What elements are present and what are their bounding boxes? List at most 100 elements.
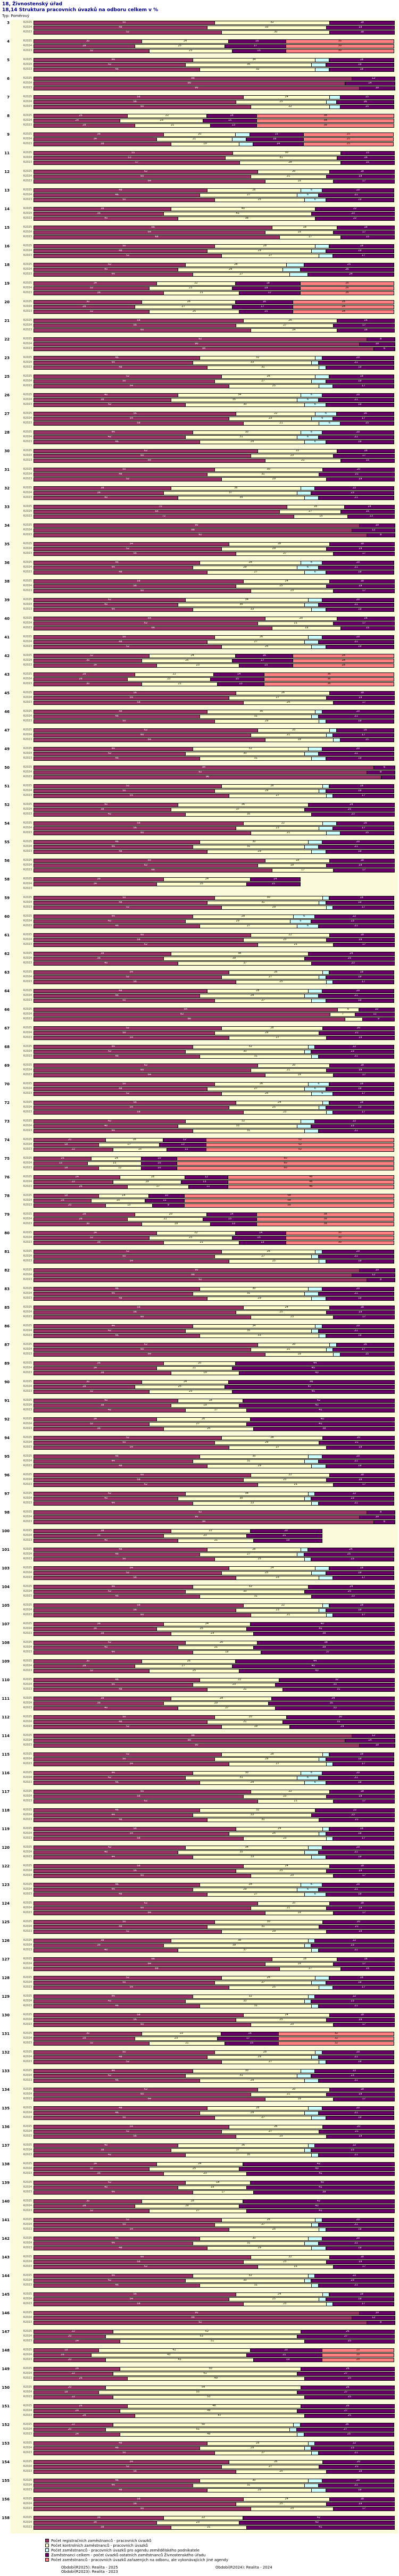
stacked-bar: 64 21 15 <box>34 458 396 463</box>
bar-segment-registered: 44 <box>34 1650 193 1655</box>
stacked-bar: 56 23 17 <box>34 1575 396 1580</box>
bar-value-label: 46 <box>115 1334 119 1337</box>
chart-group: 83 R2025 46 30 20 R2024 44 31 21 R2023 48 29 19 <box>1 1286 398 1305</box>
bar-value-label: 34 <box>252 58 256 62</box>
bar-segment-registered: 44 <box>34 1459 193 1464</box>
bar-value-label: 25 <box>346 142 351 146</box>
stacked-bar: 44 32 20 <box>34 746 396 751</box>
bar-row: R2025 44 34 18 <box>11 57 396 62</box>
bar-value-label: 29 <box>250 440 254 444</box>
bar-segment-registered: 54 <box>34 2297 229 2301</box>
bar-value-label: 38 <box>323 114 327 118</box>
chart-group: 122 R2025 58 24 18 R2024 56 25 19 R2023 60 23 17 <box>1 1863 398 1882</box>
chart-group: 8 R2025 26 22 14 38 R2024 24 23 15 38 R2023 28 21 13 38 <box>1 113 398 132</box>
stacked-bar: 36 39 23 <box>34 1943 396 1948</box>
bar-value-label: 19 <box>358 901 362 904</box>
bar-value-label: 19 <box>359 2134 362 2138</box>
bar-segment-total-other: 19 <box>326 2092 395 2097</box>
bar-value-label: 21 <box>354 1254 358 1258</box>
bar-segment-registered: 28 <box>34 2036 135 2041</box>
bar-value-label: 50 <box>122 719 126 723</box>
bar-value-label: 26 <box>79 1217 82 1221</box>
chart-group-body: R2025 55 30 15 R2024 53 31 16 R2023 57 28 15 <box>11 150 398 169</box>
bar-value-label: 13 <box>261 1241 264 1244</box>
bar-segment-control: 33 <box>185 402 305 407</box>
bar-value-label: 58 <box>287 1194 291 1198</box>
period-label: R2024 <box>23 491 32 495</box>
bar-segment-registered: 58 <box>34 2301 244 2306</box>
chart-group: 72 R2025 56 24 18 R2024 54 25 19 R2023 58 23 17 <box>1 1100 398 1119</box>
period-label: R2025 <box>23 1566 32 1570</box>
bar-segment-control: 33 <box>185 1999 305 2004</box>
stacked-bar: 90 10 <box>34 1743 396 1748</box>
stacked-bar: 40 29 26 <box>34 267 396 272</box>
bar-segment-total-other: 23 <box>311 2148 394 2153</box>
bar-segment-control: 21 <box>156 137 232 142</box>
bar-value-label: 23 <box>276 1576 279 1580</box>
bar-segment-registered: 60 <box>34 1473 251 1477</box>
bar-segment-control: 24 <box>236 1826 323 1831</box>
bar-segment-registered: 38 <box>34 206 171 211</box>
bar-value-label: 22 <box>288 1790 292 1793</box>
stacked-bar: 42 35 21 <box>34 2153 396 2157</box>
bar-segment-control: 31 <box>200 756 312 761</box>
bar-row: R2023 62 21 17 <box>11 942 396 947</box>
bar-row: R2023 62 21 17 <box>11 1482 396 1487</box>
bar-row: R2024 18 17 13 52 <box>11 1142 396 1147</box>
stacked-bar: 56 25 19 <box>34 1868 396 1873</box>
bar-segment-total-other: 23 <box>311 491 394 495</box>
bar-value-label: 21 <box>214 1539 218 1542</box>
bar-row: R2024 58 23 19 <box>11 937 396 942</box>
bar-value-label: 26 <box>345 268 349 271</box>
bar-segment-agriculture <box>297 1552 304 1557</box>
bar-segment-total-other: 15 <box>339 830 394 835</box>
stacked-bar: 48 26 24 <box>34 1547 396 1552</box>
bar-value-label: 44 <box>111 1855 115 1859</box>
bar-segment-total-other: 18 <box>329 374 394 379</box>
bar-value-label: 30 <box>267 468 270 471</box>
bar-segment-control: 36 <box>178 2143 309 2148</box>
bar-segment-total-other: 21 <box>318 2464 395 2469</box>
bar-segment-registered: 56 <box>34 2502 237 2506</box>
bar-segment-agriculture <box>315 709 322 714</box>
stacked-bar: 26 48 26 <box>34 2404 396 2408</box>
group-id-label: 118 <box>2 1808 10 1813</box>
bar-segment-registered: 26 <box>34 113 128 118</box>
bar-value-label: 44 <box>111 1292 115 1295</box>
bar-segment-total-other: 21 <box>246 1533 322 1538</box>
bar-segment-control: 33 <box>192 1813 312 1817</box>
period-label: R2023 <box>23 533 32 537</box>
chart-group-body: R2025 32 24 16 28 R2024 30 25 17 28 R2023 34 23 15 28 <box>11 653 398 672</box>
bar-segment-control: 30 <box>192 2068 301 2073</box>
bar-row: R2024 44 31 21 <box>11 2241 396 2246</box>
bar-value-label: 41 <box>319 2525 322 2529</box>
period-label: R2025 <box>23 1194 32 1198</box>
bar-value-label: 42 <box>107 2279 112 2282</box>
bar-row: R2024 38 35 6 21 <box>11 397 396 402</box>
bar-value-label: 17 <box>362 1911 366 1915</box>
chart-group-body: R2025 50 20 30 R2024 48 21 31 R2023 52 19 29 <box>11 1714 398 1733</box>
bar-segment-registered: 38 <box>34 1631 171 1636</box>
bar-value-label: 16 <box>132 1138 136 1142</box>
stacked-bar: 54 26 18 <box>34 970 396 975</box>
bar-segment-control: 31 <box>206 1924 319 1929</box>
bar-segment-registered: 44 <box>34 2273 193 2278</box>
bar-segment-registered: 62 <box>34 942 259 947</box>
bar-segment-agriculture <box>311 998 326 1003</box>
bar-value-label: 50 <box>122 2116 126 2120</box>
period-label: R2024 <box>23 770 32 774</box>
stacked-bar: 56 27 17 <box>34 551 396 556</box>
chart-group-body: R2025 62 20 18 R2024 60 21 19 R2023 64 19 17 <box>11 2087 398 2106</box>
bar-value-label: 22 <box>288 933 292 937</box>
stacked-bar: 54 24 18 <box>34 1566 396 1570</box>
bar-value-label: 22 <box>288 2255 292 2259</box>
bar-value-label: 22 <box>352 2441 356 2445</box>
bar-row: R2025 34 22 18 26 <box>11 281 396 286</box>
bar-segment-total-other: 20 <box>321 560 394 565</box>
stacked-bar: 52 19 29 <box>34 1724 396 1729</box>
group-id-label: 43 <box>4 672 10 677</box>
bar-segment-total-other: 15 <box>246 882 301 886</box>
bar-segment-control: 34 <box>185 1491 309 1496</box>
period-label: R2024 <box>23 510 32 513</box>
bar-value-label: 18 <box>151 1175 154 1179</box>
